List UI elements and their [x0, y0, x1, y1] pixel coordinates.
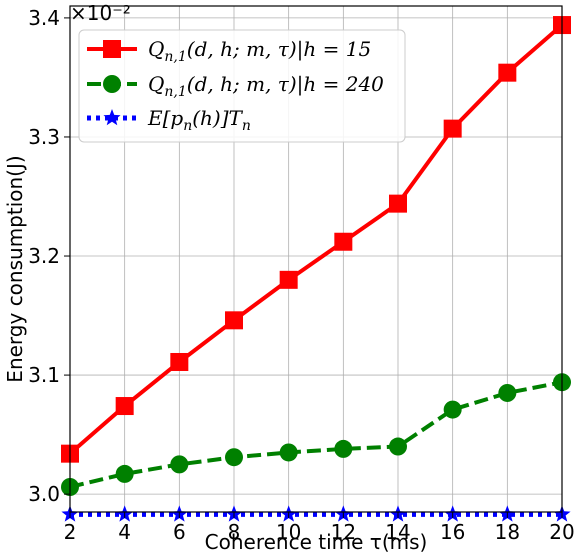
- data-point-square: [498, 63, 517, 82]
- data-point-square: [334, 232, 353, 251]
- y-tick-label: 3.0: [28, 482, 60, 506]
- series-line: [69, 380, 563, 489]
- legend-label-green: Qn,1(d, h; m, τ)|h = 240: [148, 72, 384, 100]
- data-point-circle: [115, 464, 134, 483]
- x-tick-label: 2: [64, 520, 77, 544]
- y-tick-label: 3.4: [28, 6, 60, 30]
- legend-marker-circle: [103, 75, 121, 93]
- data-point-square: [115, 397, 134, 416]
- data-point-square: [443, 119, 462, 138]
- y-axis-label: Energy consumption(J): [3, 155, 27, 382]
- data-point-circle: [498, 383, 517, 402]
- y-tick-label: 3.2: [28, 244, 60, 268]
- axis-ticks: 2 4 6 8 10 12 14 16 18 20 3.0 3.1 3.2 3.3 3.4: [28, 6, 575, 544]
- legend-label-blue: E[pn(h)]Tn: [147, 106, 251, 134]
- series-circle: [61, 373, 571, 496]
- data-point-circle: [279, 443, 298, 462]
- legend-label-red: Qn,1(d, h; m, τ)|h = 15: [148, 37, 371, 65]
- x-tick-label: 10: [276, 520, 301, 544]
- x-tick-label: 20: [549, 520, 574, 544]
- y-tick-label: 3.1: [28, 363, 60, 387]
- legend-item-blue-series: E[pn(h)]Tn: [87, 106, 251, 134]
- data-point-circle: [225, 448, 243, 467]
- data-point-square: [389, 194, 407, 213]
- legend-marker-star: [103, 109, 121, 126]
- x-tick-label: 4: [118, 520, 131, 544]
- plot-frame: [69, 5, 563, 513]
- y-tick-label: 3.3: [28, 125, 60, 149]
- x-tick-label: 14: [385, 520, 410, 544]
- x-tick-label: 16: [440, 520, 465, 544]
- x-tick-label: 12: [331, 520, 356, 544]
- legend-marker-square: [103, 40, 121, 58]
- data-point-square: [170, 352, 189, 371]
- data-point-square: [279, 270, 298, 289]
- x-axis-label: Coherence time τ(ms): [205, 530, 428, 554]
- series-layer: [61, 16, 571, 522]
- series-square: [61, 16, 571, 463]
- legend-item-red-series: Qn,1(d, h; m, τ)|h = 15: [87, 37, 371, 65]
- x-tick-label: 18: [495, 520, 520, 544]
- data-point-square: [225, 311, 243, 330]
- data-point-circle: [334, 439, 353, 458]
- x-tick-label: 8: [228, 520, 241, 544]
- legend: Qn,1(d, h; m, τ)|h = 15 Qn,1(d, h; m, τ)…: [78, 29, 406, 143]
- y-axis-scale-label: ×10⁻²: [70, 1, 131, 25]
- data-point-circle: [170, 455, 189, 474]
- legend-item-green-series: Qn,1(d, h; m, τ)|h = 240: [87, 72, 384, 100]
- data-point-circle: [443, 400, 462, 419]
- data-point-circle: [389, 437, 407, 456]
- series-line: [68, 23, 564, 456]
- legend-box: [78, 29, 406, 143]
- x-tick-label: 6: [173, 520, 186, 544]
